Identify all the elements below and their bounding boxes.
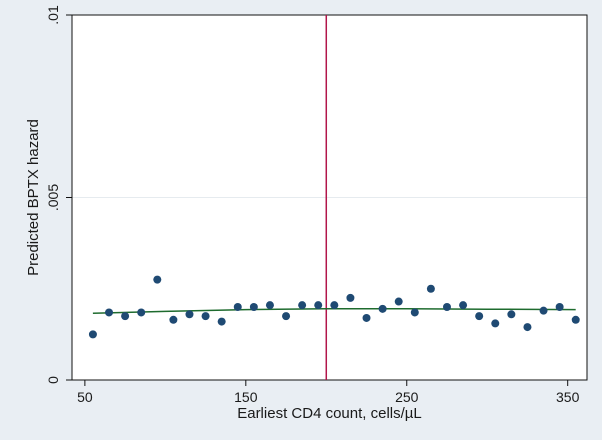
scatter-point (185, 310, 194, 319)
scatter-point (555, 303, 564, 311)
scatter-point (249, 303, 258, 311)
axes: 0 .005 .01 50 150 250 350 (45, 5, 588, 405)
scatter-point (426, 284, 435, 293)
fitted-line-layer (92, 308, 576, 314)
y-axis-title: Predicted BPTX hazard (25, 119, 42, 276)
y-tick-label: .01 (45, 5, 61, 25)
scatter-point (507, 310, 516, 319)
scatter-point (491, 319, 500, 328)
scatter-point (539, 306, 548, 315)
scatter-point (394, 297, 403, 306)
scatter-point (233, 303, 242, 311)
scatter-point (378, 304, 387, 313)
scatter-point (217, 317, 226, 326)
x-tick-label: 150 (234, 389, 258, 405)
scatter-points (88, 275, 580, 339)
scatter-point (265, 301, 274, 310)
scatter-point (298, 301, 307, 310)
scatter-point (201, 312, 210, 321)
scatter-point (442, 303, 451, 311)
scatter-point (330, 301, 339, 310)
scatter-point (105, 308, 114, 317)
y-tick-label: .005 (45, 184, 61, 211)
fitted-line (92, 308, 576, 314)
scatter-point (571, 315, 580, 324)
scatter-point (169, 315, 178, 324)
scatter-point (153, 275, 162, 284)
x-axis-title: Earliest CD4 count, cells/µL (237, 405, 422, 422)
scatter-point (410, 308, 419, 317)
y-tick-label: 0 (45, 376, 61, 384)
scatter-point (459, 301, 468, 310)
scatter-point (121, 312, 130, 321)
scatter-point (314, 301, 323, 310)
scatter-point (282, 312, 291, 321)
scatter-point (475, 312, 484, 321)
scatter-point (523, 323, 532, 332)
scatter-point (346, 293, 355, 302)
x-tick-label: 50 (77, 389, 93, 405)
scatter-point (137, 308, 146, 317)
scatter-point (88, 330, 97, 339)
x-tick-label: 350 (556, 389, 580, 405)
scatter-point (362, 313, 371, 322)
x-tick-label: 250 (395, 389, 419, 405)
